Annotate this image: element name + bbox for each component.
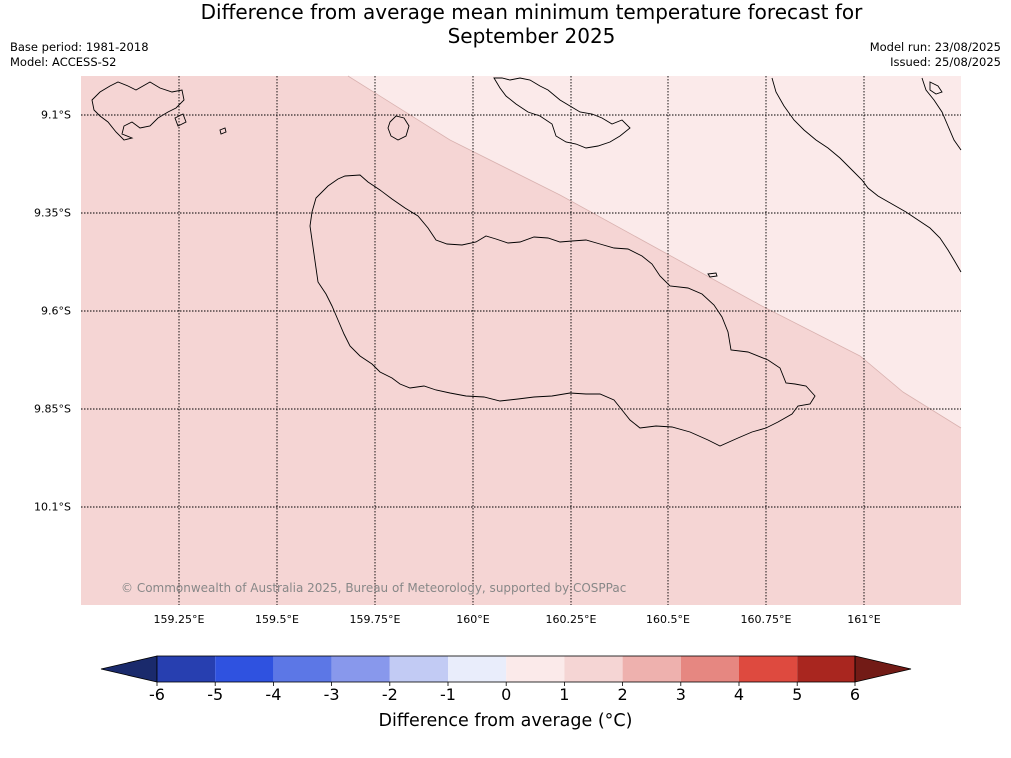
coastline-islet: [707, 272, 718, 278]
issued-date: Issued: 25/08/2025: [890, 55, 1001, 69]
coastline-small-island: [387, 115, 410, 141]
colorbar-tick-label: 5: [792, 685, 803, 704]
colorbar-segment: [448, 656, 507, 682]
colorbar-segment: [215, 656, 274, 682]
colorbar-tick-label: 0: [501, 685, 512, 704]
colorbar-segment: [157, 656, 216, 682]
lon-label: 159.25°E: [153, 613, 205, 626]
colorbar-tick-label: -6: [149, 685, 165, 704]
colorbar-segment: [331, 656, 390, 682]
colorbar-segment: [564, 656, 623, 682]
colorbar: [100, 655, 912, 686]
meta-left: Base period: 1981-2018 Model: ACCESS-S2: [10, 40, 149, 70]
lon-label: 160°E: [456, 613, 490, 626]
coastline-main-island: [309, 174, 816, 447]
lat-label: 9.6°S: [41, 304, 71, 318]
lat-label: 9.85°S: [34, 402, 71, 416]
lon-label: 160.75°E: [740, 613, 792, 626]
colorbar-segment: [622, 656, 681, 682]
map-zone-0-1: [348, 76, 961, 428]
colorbar-tick-label: -4: [265, 685, 282, 704]
colorbar-segment: [389, 656, 448, 682]
colorbar-tick-label: 6: [849, 685, 861, 704]
lon-label: 160.25°E: [545, 613, 597, 626]
lon-label: 159.5°E: [255, 613, 299, 626]
colorbar-segment: [680, 656, 739, 682]
colorbar-title: Difference from average (°C): [378, 711, 633, 731]
lat-label: 9.1°S: [41, 108, 71, 122]
colorbar-segment: [273, 656, 332, 682]
colorbar-ticks: [156, 682, 856, 686]
coastline-northeast: [771, 77, 962, 273]
lat-label: 9.35°S: [34, 206, 71, 220]
colorbar-low-arrow: [100, 655, 158, 683]
coastline-far-northeast: [921, 77, 962, 151]
model-name: Model: ACCESS-S2: [10, 55, 117, 69]
colorbar-tick-label: -3: [323, 685, 340, 704]
model-run: Model run: 23/08/2025: [869, 40, 1001, 54]
gridlines: [81, 76, 961, 605]
meta-right: Model run: 23/08/2025 Issued: 25/08/2025: [870, 40, 1001, 70]
title-line-1: Difference from average mean minimum tem…: [200, 0, 863, 24]
colorbar-tick-label: 1: [559, 685, 570, 704]
colorbar-tick-label: 3: [675, 685, 686, 704]
lon-label: 160.5°E: [646, 613, 690, 626]
colorbar-segment: [739, 656, 798, 682]
colorbar-tick-label: -1: [440, 685, 456, 704]
lat-label: 10.1°S: [34, 500, 71, 514]
coastline-nw-islet-2: [219, 127, 227, 135]
map-title: Difference from average mean minimum tem…: [150, 0, 913, 48]
colorbar-segment: [506, 656, 565, 682]
colorbar-tick-label: 4: [733, 685, 745, 704]
colorbar-tick-label: -2: [381, 685, 398, 704]
lon-label: 161°E: [847, 613, 881, 626]
base-period: Base period: 1981-2018: [10, 40, 149, 54]
copyright-text: © Commonwealth of Australia 2025, Bureau…: [121, 581, 626, 595]
colorbar-tick-label: 2: [617, 685, 628, 704]
zone-boundary: [347, 75, 962, 429]
colorbar-tick-label: -5: [207, 685, 224, 704]
coastlines: [91, 77, 962, 447]
colorbar-high-arrow: [854, 655, 912, 683]
lon-label: 159.75°E: [349, 613, 401, 626]
colorbar-segment: [797, 656, 855, 682]
coastline-ne-islet: [929, 81, 943, 95]
title-line-2: September 2025: [447, 24, 616, 48]
coastline-north-center: [493, 77, 631, 149]
